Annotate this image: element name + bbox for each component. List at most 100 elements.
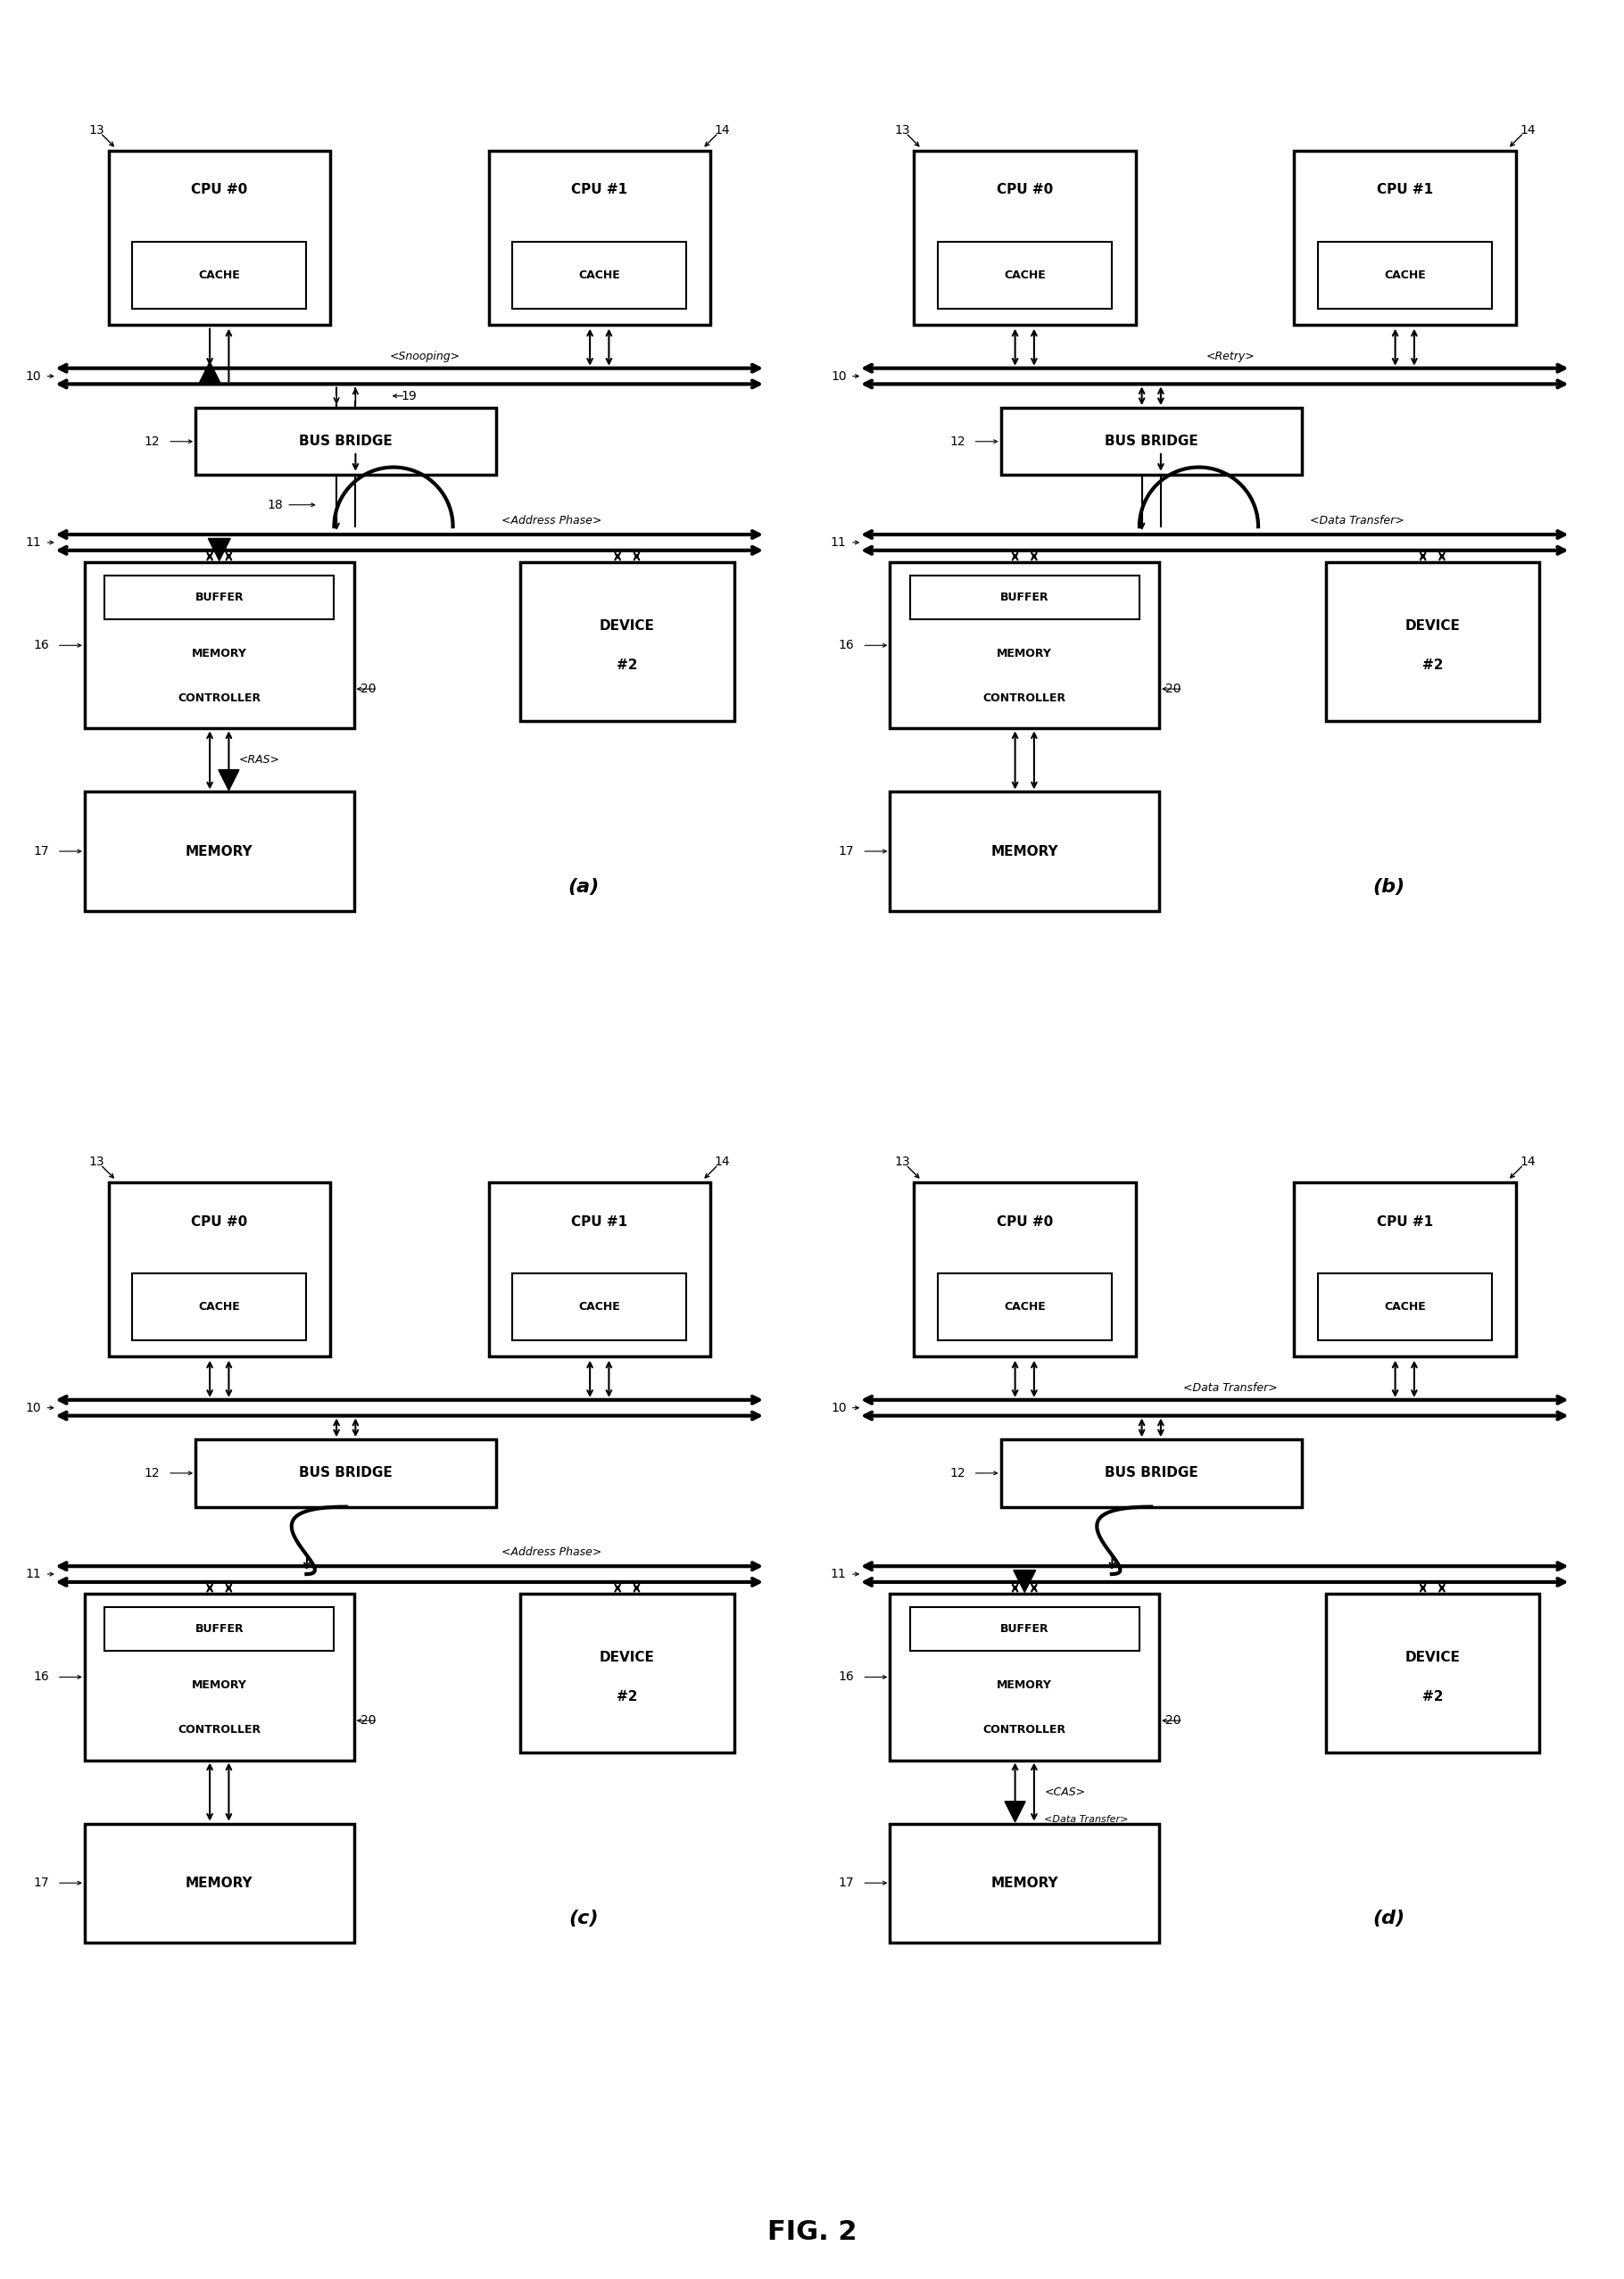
FancyBboxPatch shape	[1325, 1593, 1540, 1753]
Text: 13: 13	[895, 1155, 909, 1167]
Text: BUFFER: BUFFER	[1000, 593, 1049, 604]
Text: CPU #1: CPU #1	[572, 1215, 627, 1228]
Text: CONTROLLER: CONTROLLER	[983, 1725, 1065, 1737]
Text: 13: 13	[89, 1155, 104, 1167]
Text: 11: 11	[26, 1568, 41, 1579]
Text: BUFFER: BUFFER	[1000, 1623, 1049, 1634]
Text: CPU #0: CPU #0	[997, 1215, 1052, 1228]
Text: FIG. 2: FIG. 2	[767, 2220, 857, 2245]
Text: 16: 16	[32, 1671, 49, 1684]
Text: CPU #0: CPU #0	[997, 182, 1052, 196]
Text: 11: 11	[830, 1568, 846, 1579]
Text: <Retry>: <Retry>	[1207, 351, 1255, 362]
FancyBboxPatch shape	[84, 1593, 354, 1759]
FancyBboxPatch shape	[937, 1274, 1112, 1340]
Text: 11: 11	[830, 536, 846, 549]
Text: CPU #1: CPU #1	[1377, 182, 1432, 196]
Text: DEVICE: DEVICE	[1405, 1650, 1460, 1664]
Text: 13: 13	[89, 123, 104, 137]
Text: MEMORY: MEMORY	[997, 1680, 1052, 1691]
Text: 12: 12	[145, 435, 159, 447]
Text: BUS BRIDGE: BUS BRIDGE	[299, 1465, 393, 1479]
FancyBboxPatch shape	[890, 1593, 1160, 1759]
Text: BUS BRIDGE: BUS BRIDGE	[299, 435, 393, 449]
FancyBboxPatch shape	[489, 1183, 710, 1356]
FancyBboxPatch shape	[1317, 242, 1492, 310]
Text: CACHE: CACHE	[578, 1301, 620, 1313]
Text: <CAS>: <CAS>	[1044, 1787, 1085, 1798]
Text: MEMORY: MEMORY	[192, 647, 247, 659]
FancyBboxPatch shape	[1294, 1183, 1515, 1356]
FancyBboxPatch shape	[104, 1607, 335, 1650]
Text: 16: 16	[32, 638, 49, 652]
Text: 17: 17	[838, 846, 854, 857]
Text: 18: 18	[266, 499, 283, 510]
Polygon shape	[219, 770, 239, 791]
Text: 14: 14	[1520, 1155, 1535, 1167]
Text: MEMORY: MEMORY	[185, 1876, 253, 1889]
Text: 14: 14	[715, 123, 729, 137]
FancyBboxPatch shape	[1317, 1274, 1492, 1340]
Text: #2: #2	[617, 659, 638, 672]
Text: CACHE: CACHE	[1384, 1301, 1426, 1313]
Text: 14: 14	[715, 1155, 729, 1167]
Text: BUFFER: BUFFER	[195, 593, 244, 604]
Text: 17: 17	[34, 846, 49, 857]
Text: CACHE: CACHE	[198, 1301, 240, 1313]
FancyBboxPatch shape	[890, 791, 1160, 912]
FancyBboxPatch shape	[195, 1440, 497, 1506]
Text: <Data Transfer>: <Data Transfer>	[1044, 1814, 1129, 1823]
FancyBboxPatch shape	[1000, 1440, 1302, 1506]
Text: CPU #0: CPU #0	[192, 182, 247, 196]
Text: 12: 12	[145, 1468, 159, 1479]
FancyBboxPatch shape	[1294, 150, 1515, 324]
FancyBboxPatch shape	[489, 150, 710, 324]
Text: <Address Phase>: <Address Phase>	[502, 1547, 603, 1559]
Text: 16: 16	[838, 638, 854, 652]
Text: BUS BRIDGE: BUS BRIDGE	[1104, 435, 1199, 449]
Text: CACHE: CACHE	[1384, 269, 1426, 280]
FancyBboxPatch shape	[890, 563, 1160, 729]
Polygon shape	[1013, 1570, 1036, 1593]
FancyBboxPatch shape	[914, 1183, 1135, 1356]
Text: #2: #2	[1423, 659, 1442, 672]
Text: DEVICE: DEVICE	[599, 1650, 654, 1664]
Text: CONTROLLER: CONTROLLER	[177, 693, 261, 704]
FancyBboxPatch shape	[109, 1183, 330, 1356]
Polygon shape	[1005, 1800, 1025, 1821]
FancyBboxPatch shape	[512, 242, 687, 310]
Text: MEMORY: MEMORY	[185, 846, 253, 857]
Text: <RAS>: <RAS>	[239, 754, 279, 766]
Text: CACHE: CACHE	[1004, 269, 1046, 280]
Text: <Data Transfer>: <Data Transfer>	[1311, 515, 1405, 526]
Text: DEVICE: DEVICE	[599, 620, 654, 631]
Text: CONTROLLER: CONTROLLER	[177, 1725, 261, 1737]
Text: MEMORY: MEMORY	[991, 1876, 1059, 1889]
Text: 10: 10	[831, 369, 846, 383]
FancyBboxPatch shape	[195, 408, 497, 474]
Text: (c): (c)	[568, 1910, 599, 1928]
FancyBboxPatch shape	[84, 563, 354, 729]
Text: 20: 20	[1166, 684, 1181, 695]
FancyBboxPatch shape	[84, 1823, 354, 1942]
Text: BUS BRIDGE: BUS BRIDGE	[1104, 1465, 1199, 1479]
Text: BUFFER: BUFFER	[195, 1623, 244, 1634]
Text: 11: 11	[26, 536, 41, 549]
Text: 12: 12	[950, 435, 965, 447]
Text: (d): (d)	[1372, 1910, 1405, 1928]
Text: 12: 12	[950, 1468, 965, 1479]
FancyBboxPatch shape	[520, 1593, 734, 1753]
Text: MEMORY: MEMORY	[997, 647, 1052, 659]
Text: #2: #2	[617, 1691, 638, 1705]
Text: 19: 19	[401, 390, 417, 401]
Text: MEMORY: MEMORY	[991, 846, 1059, 857]
FancyBboxPatch shape	[1000, 408, 1302, 474]
Polygon shape	[208, 538, 231, 561]
Text: 10: 10	[26, 1402, 41, 1413]
Text: <Address Phase>: <Address Phase>	[502, 515, 603, 526]
Text: #2: #2	[1423, 1691, 1442, 1705]
FancyBboxPatch shape	[1325, 563, 1540, 720]
FancyBboxPatch shape	[914, 150, 1135, 324]
FancyBboxPatch shape	[512, 1274, 687, 1340]
Polygon shape	[198, 362, 221, 385]
